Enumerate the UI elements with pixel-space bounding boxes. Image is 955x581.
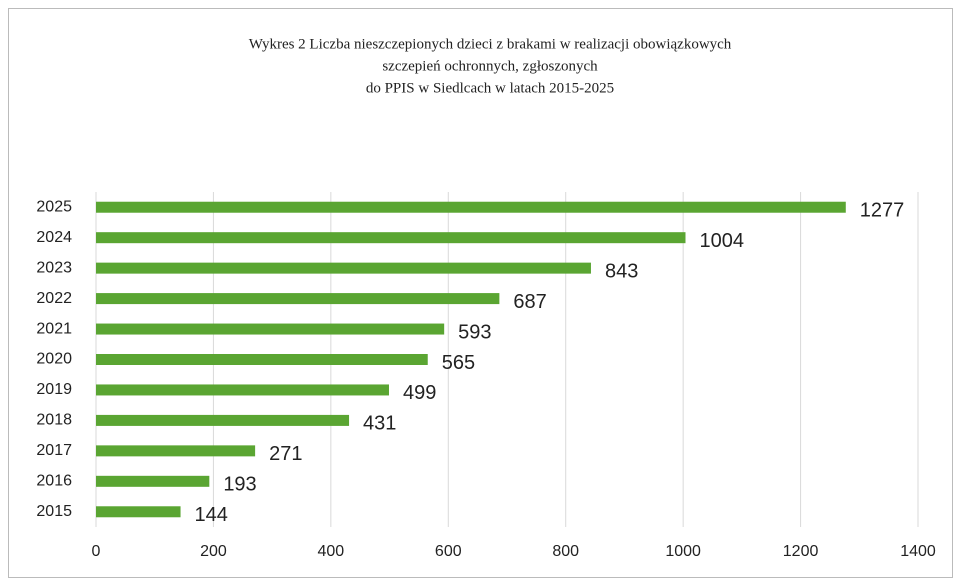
y-tick-label: 2016 bbox=[36, 473, 72, 490]
y-tick-label: 2018 bbox=[36, 412, 72, 429]
chart-title: Wykres 2 Liczba nieszczepionych dzieci z… bbox=[249, 36, 732, 52]
bar bbox=[96, 475, 210, 487]
y-tick-label: 2020 bbox=[36, 351, 72, 368]
x-tick-label: 800 bbox=[552, 543, 579, 560]
y-tick-label: 2017 bbox=[36, 442, 72, 459]
x-tick-label: 400 bbox=[318, 543, 345, 560]
bar bbox=[96, 232, 686, 244]
value-label: 687 bbox=[513, 291, 546, 313]
value-label: 431 bbox=[363, 413, 396, 435]
bar bbox=[96, 201, 846, 213]
value-label: 144 bbox=[195, 504, 228, 526]
bar bbox=[96, 384, 389, 396]
y-tick-label: 2025 bbox=[36, 198, 72, 215]
value-label: 565 bbox=[442, 352, 475, 374]
x-tick-label: 1200 bbox=[783, 543, 819, 560]
value-label: 193 bbox=[223, 474, 256, 496]
bar bbox=[96, 323, 445, 335]
x-tick-label: 1000 bbox=[665, 543, 701, 560]
value-label: 1004 bbox=[699, 230, 744, 252]
bar bbox=[96, 414, 350, 426]
bar bbox=[96, 445, 256, 457]
bar bbox=[96, 293, 500, 305]
y-tick-label: 2022 bbox=[36, 290, 72, 307]
chart-title: do PPIS w Siedlcach w latach 2015-2025 bbox=[366, 80, 614, 96]
y-tick-label: 2023 bbox=[36, 259, 72, 276]
value-label: 499 bbox=[403, 382, 436, 404]
x-tick-label: 0 bbox=[92, 543, 101, 560]
x-tick-label: 600 bbox=[435, 543, 462, 560]
value-label: 1277 bbox=[860, 200, 905, 222]
y-tick-label: 2021 bbox=[36, 320, 72, 337]
x-tick-label: 200 bbox=[200, 543, 227, 560]
bar bbox=[96, 506, 181, 518]
bar bbox=[96, 262, 591, 274]
value-label: 843 bbox=[605, 260, 638, 282]
bar bbox=[96, 354, 428, 365]
chart-title: szczepień ochronnych, zgłoszonych bbox=[382, 58, 598, 74]
value-label: 593 bbox=[458, 321, 491, 343]
value-label: 271 bbox=[269, 443, 302, 465]
y-tick-label: 2015 bbox=[36, 503, 72, 520]
x-tick-label: 1400 bbox=[900, 543, 936, 560]
y-tick-label: 2019 bbox=[36, 381, 72, 398]
y-tick-label: 2024 bbox=[36, 229, 72, 246]
